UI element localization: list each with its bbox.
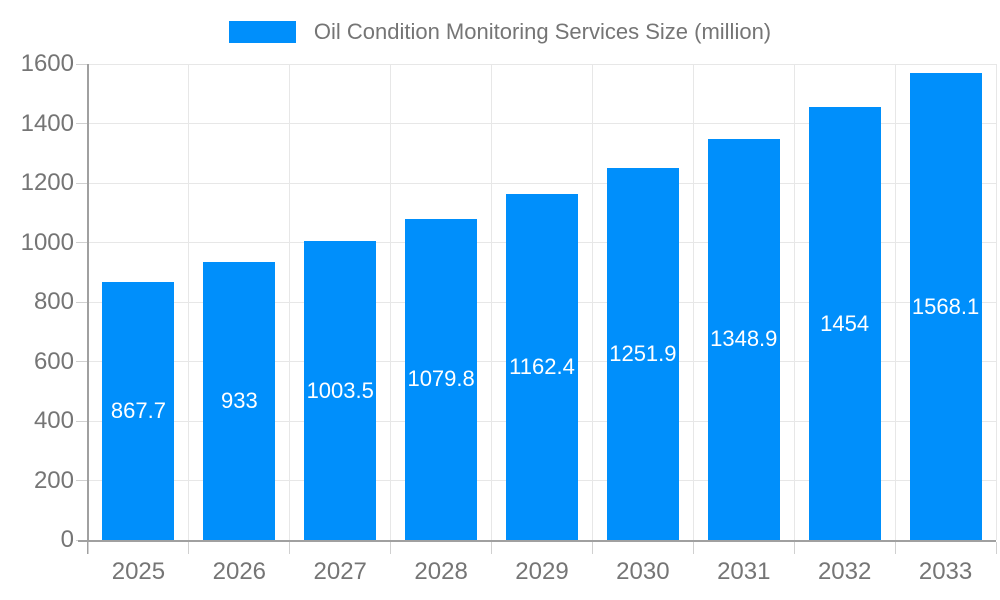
bar[interactable]: 1162.4 — [506, 194, 578, 540]
y-axis-tick — [76, 63, 88, 65]
y-axis-line — [87, 64, 89, 554]
gridline-v — [491, 64, 493, 540]
x-axis-tick — [289, 542, 291, 554]
legend[interactable]: Oil Condition Monitoring Services Size (… — [0, 19, 1000, 45]
x-axis-label: 2033 — [918, 558, 973, 585]
gridline-v — [692, 64, 694, 540]
gridline-v — [289, 64, 291, 540]
y-axis-label: 400 — [33, 407, 74, 434]
x-axis-label: 2028 — [414, 558, 468, 585]
x-axis-label: 2025 — [111, 558, 166, 585]
x-axis-tick — [793, 542, 795, 554]
gridline-h — [88, 182, 996, 184]
y-axis-tick — [76, 420, 88, 422]
y-axis-tick — [76, 480, 88, 481]
gridline-v — [390, 64, 392, 540]
x-axis-tick — [894, 542, 896, 554]
x-axis-tick — [591, 542, 593, 554]
x-axis-label: 2027 — [313, 558, 367, 585]
x-axis-label: 2031 — [717, 558, 771, 585]
bar-value-label: 1003.5 — [306, 377, 374, 403]
bar-value-label: 867.7 — [110, 397, 166, 423]
y-axis-tick — [76, 123, 88, 124]
x-axis-tick — [87, 542, 89, 554]
y-axis-label: 200 — [33, 466, 74, 494]
y-axis-label: 1000 — [20, 228, 74, 256]
x-axis-label: 2032 — [817, 558, 872, 585]
bar-value-label: 933 — [220, 388, 258, 414]
y-axis-label: 1400 — [20, 109, 74, 137]
bar[interactable]: 1454 — [808, 107, 881, 540]
gridline-v — [591, 64, 593, 540]
legend-marker[interactable] — [228, 21, 296, 43]
x-axis-tick — [491, 542, 493, 554]
x-axis-tick — [995, 542, 997, 554]
bar[interactable]: 1348.9 — [707, 138, 780, 540]
bar[interactable]: 867.7 — [102, 281, 175, 540]
gridline-h — [88, 63, 996, 65]
bar-value-label: 1568.1 — [911, 293, 980, 319]
gridline-v — [188, 64, 190, 540]
gridline-h — [88, 123, 996, 124]
bar-value-label: 1348.9 — [710, 326, 778, 352]
bar[interactable]: 1079.8 — [405, 218, 478, 540]
x-axis-label: 2029 — [515, 558, 569, 585]
x-axis-line — [78, 540, 996, 542]
y-axis-tick — [76, 182, 88, 184]
x-axis-label: 2030 — [616, 558, 670, 585]
gridline-v — [793, 64, 795, 540]
bar[interactable]: 933 — [203, 262, 276, 540]
y-axis-tick — [76, 361, 88, 362]
bar-value-label: 1251.9 — [609, 340, 677, 366]
bar[interactable]: 1568.1 — [909, 73, 982, 540]
bar-value-label: 1454 — [820, 310, 870, 336]
x-axis-tick — [692, 542, 694, 554]
y-axis-label: 600 — [33, 347, 74, 375]
legend-label[interactable]: Oil Condition Monitoring Services Size (… — [313, 19, 772, 44]
y-axis-label: 1200 — [20, 169, 74, 196]
gridline-v — [995, 64, 997, 540]
x-axis-tick — [188, 542, 190, 554]
y-axis-tick — [76, 242, 88, 243]
bar-value-label: 1162.4 — [509, 354, 575, 380]
x-axis-tick — [390, 542, 392, 554]
gridline-v — [894, 64, 896, 540]
bar-value-label: 1079.8 — [407, 366, 475, 392]
y-axis-label: 0 — [60, 526, 74, 553]
y-axis-label: 1600 — [20, 50, 74, 77]
y-axis-tick — [76, 301, 88, 303]
bar[interactable]: 1003.5 — [304, 241, 377, 540]
bar[interactable]: 1251.9 — [606, 167, 679, 540]
y-axis-label: 800 — [33, 288, 74, 315]
x-axis-label: 2026 — [212, 558, 267, 585]
